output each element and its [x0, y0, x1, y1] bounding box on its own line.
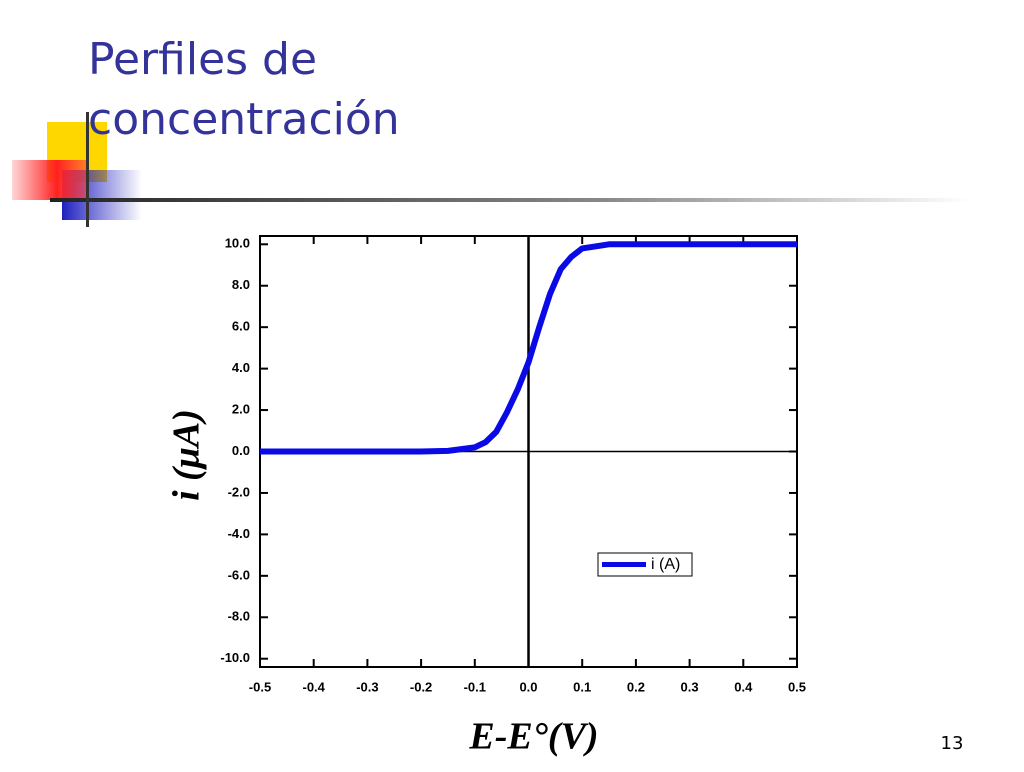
data-line: [260, 241, 797, 455]
decoration: [12, 112, 970, 227]
x-tick-label: 0.0: [519, 679, 537, 694]
slide-title: Perfiles de: [88, 34, 317, 85]
x-tick-label: 0.3: [681, 679, 699, 694]
x-tick-label: -0.3: [356, 679, 378, 694]
x-tick-label: 0.1: [573, 679, 591, 694]
x-tick-label: 0.4: [734, 679, 753, 694]
x-tick-label: 0.5: [788, 679, 806, 694]
y-tick-label: -6.0: [228, 567, 250, 582]
y-tick-label: -10.0: [220, 650, 250, 665]
x-tick-label: -0.2: [410, 679, 432, 694]
x-tick-label: -0.5: [249, 679, 271, 694]
x-axis-label: E-E°(V): [468, 716, 598, 758]
slide-title: concentración: [88, 94, 400, 145]
x-tick-label: -0.4: [302, 679, 325, 694]
y-axis-label: i (μA): [166, 409, 208, 501]
x-tick-label: 0.2: [627, 679, 645, 694]
y-tick-label: -4.0: [228, 526, 250, 541]
y-tick-label: 8.0: [232, 277, 250, 292]
legend-label: i (A): [651, 556, 680, 573]
y-tick-label: 4.0: [232, 360, 250, 375]
y-tick-label: -8.0: [228, 609, 250, 624]
y-tick-label: 10.0: [225, 236, 250, 251]
x-tick-label: -0.1: [464, 679, 486, 694]
slide-number: 13: [941, 733, 964, 754]
y-tick-label: -2.0: [228, 484, 250, 499]
y-tick-label: 6.0: [232, 319, 250, 334]
y-tick-label: 2.0: [232, 401, 250, 416]
y-tick-label: 0.0: [232, 443, 250, 458]
